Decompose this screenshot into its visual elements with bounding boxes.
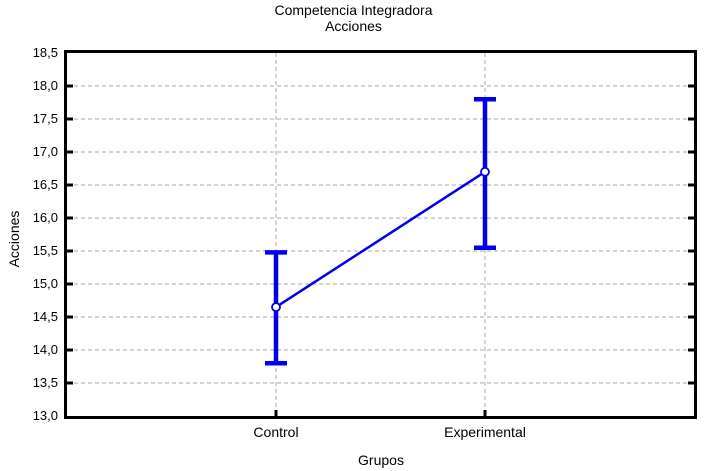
chart-subtitle: Acciones <box>325 18 382 34</box>
plot-frame <box>64 50 697 419</box>
y-tick-label: 13,5 <box>32 375 58 390</box>
y-tick-label: 14,5 <box>32 309 58 324</box>
y-tick-label: 13,0 <box>32 408 58 423</box>
y-tick-label: 16,5 <box>32 177 58 192</box>
x-category-label: Experimental <box>444 424 526 440</box>
y-tick-label: 15,5 <box>32 243 58 258</box>
y-tick-label: 18,0 <box>32 78 58 93</box>
y-tick-label: 14,0 <box>32 342 58 357</box>
y-tick-label: 16,0 <box>32 210 58 225</box>
chart-title: Competencia Integradora <box>274 2 433 18</box>
y-tick-label: 17,5 <box>32 111 58 126</box>
series-line <box>275 170 486 309</box>
y-tick-label: 18,5 <box>32 45 58 60</box>
x-category-label: Control <box>253 424 299 440</box>
y-tick-label: 17,0 <box>32 144 58 159</box>
x-axis-label: Grupos <box>358 452 404 468</box>
mean-marker <box>271 302 281 313</box>
y-tick-label: 15,0 <box>32 276 58 291</box>
mean-marker <box>480 166 490 177</box>
